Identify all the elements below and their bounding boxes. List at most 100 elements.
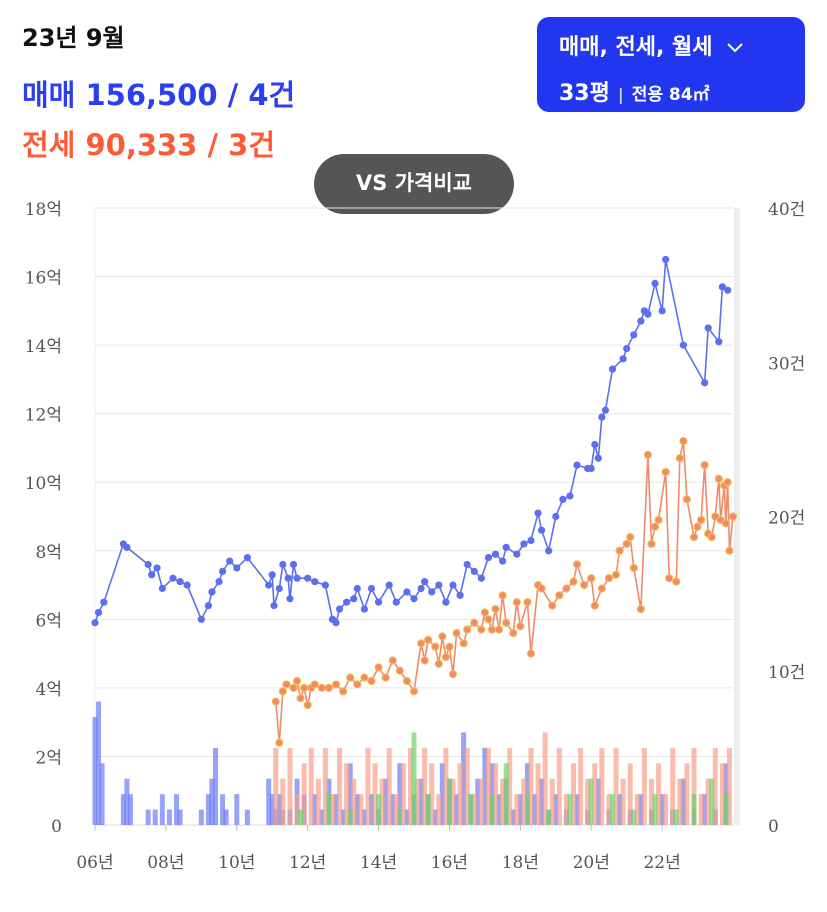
area-label: 전용 84㎡	[631, 85, 710, 105]
volume-bar	[698, 794, 704, 825]
volume-bar	[606, 809, 612, 825]
data-point	[374, 598, 383, 606]
x-tick-label: 08년	[147, 853, 184, 873]
data-point	[470, 618, 479, 627]
data-point	[548, 601, 557, 610]
data-point	[456, 591, 464, 599]
volume-bar	[563, 794, 569, 825]
data-point	[491, 550, 500, 558]
volume-bar	[528, 747, 534, 825]
volume-bar	[145, 809, 151, 825]
data-point	[679, 436, 688, 446]
volume-bar	[365, 747, 371, 825]
volume-bar	[361, 809, 367, 825]
volume-bar	[514, 794, 520, 825]
volume-bar	[425, 794, 431, 825]
data-point	[304, 574, 312, 582]
data-point	[435, 581, 443, 589]
data-point	[271, 697, 280, 706]
data-point	[381, 673, 390, 682]
data-point	[282, 680, 291, 689]
jeonse-summary: 전세 90,333 / 3건	[22, 128, 276, 162]
data-point	[293, 574, 301, 582]
volume-bar	[205, 794, 211, 825]
data-point	[555, 591, 564, 600]
data-point	[679, 341, 687, 349]
data-point	[520, 540, 528, 548]
data-point	[723, 478, 732, 487]
data-point	[452, 628, 461, 638]
data-point	[421, 578, 429, 586]
volume-bar	[280, 809, 286, 825]
data-point	[324, 683, 334, 692]
sale-summary: 매매 156,500 / 4건	[22, 78, 296, 112]
x-tick-label: 06년	[76, 853, 113, 873]
data-point	[300, 683, 309, 692]
volume-bar	[680, 778, 686, 825]
volume-bar	[312, 794, 318, 825]
volume-bar	[648, 778, 654, 825]
volume-bar	[723, 794, 729, 825]
volume-bar	[709, 778, 715, 825]
data-point	[480, 608, 489, 617]
volume-bar	[461, 732, 467, 825]
volume-bar	[319, 809, 325, 825]
compare-price-button[interactable]: VS 가격비교	[314, 154, 514, 214]
volume-bar	[478, 778, 484, 825]
volume-bar	[372, 763, 378, 825]
volume-bar	[294, 794, 300, 825]
volume-bar	[482, 747, 488, 825]
volume-bar	[386, 747, 392, 825]
left-axis: 0 2억 4억 6억 8억 10억 12억 14억 16억 18억	[25, 200, 96, 837]
data-point	[346, 673, 355, 682]
data-point	[534, 509, 542, 517]
data-point	[608, 365, 617, 373]
volume-bar	[209, 778, 215, 825]
volume-bar	[124, 778, 130, 825]
volume-bar	[489, 794, 495, 825]
data-point	[303, 700, 312, 710]
data-point	[477, 574, 485, 582]
data-point	[417, 584, 425, 593]
period-label: 23년 9월	[22, 24, 125, 52]
volume-bar	[468, 794, 474, 825]
volume-bar	[712, 747, 718, 825]
data-point	[331, 680, 341, 689]
volume-bar	[627, 809, 633, 825]
data-point	[629, 563, 638, 573]
data-point	[470, 567, 478, 575]
volume-bar	[677, 778, 683, 825]
data-point	[650, 522, 660, 531]
data-point	[715, 338, 723, 346]
volume-bar	[120, 794, 126, 825]
volume-bar	[510, 809, 516, 825]
x-tick-label: 14년	[360, 853, 397, 873]
volume-bar	[723, 763, 729, 825]
volume-bar	[574, 794, 580, 825]
volume-bar	[429, 763, 435, 825]
data-point	[533, 580, 543, 590]
volume-bar	[684, 763, 690, 825]
data-point	[516, 622, 525, 631]
volume-bar	[595, 778, 601, 825]
data-point	[311, 578, 319, 586]
data-point	[91, 619, 99, 627]
data-point	[219, 567, 227, 575]
volume-bar	[354, 794, 360, 825]
trade-type-selector[interactable]: 매매, 전세, 월세 33평 | 전용 84㎡	[537, 17, 805, 112]
data-point	[573, 461, 581, 469]
data-point	[289, 683, 298, 692]
data-point	[449, 581, 457, 589]
volume-bar	[287, 747, 293, 825]
data-point	[328, 615, 337, 623]
data-point	[590, 601, 599, 610]
data-point	[208, 588, 216, 596]
volume-bar	[609, 794, 615, 825]
volume-bar	[670, 747, 676, 825]
data-point	[153, 564, 161, 572]
volume-bar	[223, 809, 229, 825]
volume-bar	[454, 794, 460, 825]
volume-bar	[280, 778, 286, 825]
volume-bar	[489, 763, 495, 825]
chevron-down-icon	[720, 35, 744, 60]
